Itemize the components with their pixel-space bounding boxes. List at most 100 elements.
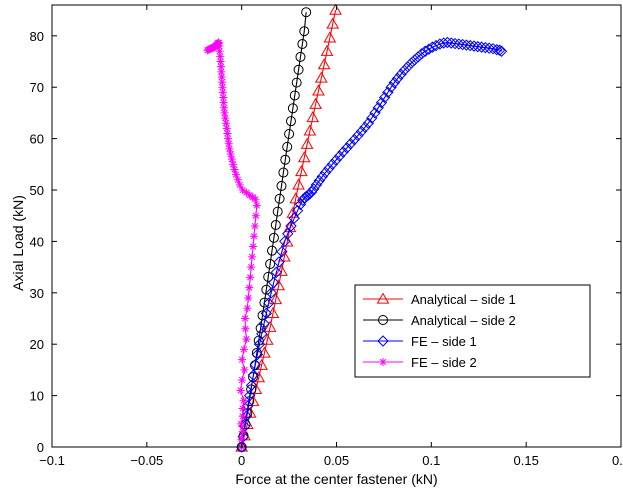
data-point bbox=[238, 376, 247, 385]
data-point bbox=[238, 427, 247, 436]
data-point bbox=[222, 124, 231, 133]
data-point bbox=[344, 138, 357, 150]
data-point bbox=[270, 219, 281, 230]
legend-item: Analytical – side 1 bbox=[363, 292, 516, 307]
data-point bbox=[242, 400, 254, 412]
data-point bbox=[233, 175, 242, 184]
data-point bbox=[216, 57, 225, 66]
data-point bbox=[303, 124, 317, 136]
data-point bbox=[441, 36, 454, 49]
data-point bbox=[460, 39, 473, 51]
data-point bbox=[372, 102, 384, 114]
data-point bbox=[248, 252, 257, 261]
data-point bbox=[419, 45, 431, 57]
data-point bbox=[205, 45, 214, 54]
data-point bbox=[249, 242, 258, 251]
x-tick-label: 0.1 bbox=[422, 453, 440, 468]
data-point bbox=[273, 256, 285, 268]
legend-marker bbox=[378, 315, 388, 325]
data-point bbox=[241, 314, 250, 323]
data-point bbox=[235, 441, 248, 453]
y-tick-label: 70 bbox=[30, 80, 44, 95]
data-point bbox=[291, 77, 302, 88]
data-point bbox=[408, 54, 421, 66]
data-point bbox=[299, 26, 310, 37]
data-point bbox=[313, 175, 325, 187]
x-tick-label: 0 bbox=[238, 453, 245, 468]
data-point bbox=[246, 273, 255, 282]
legend-item: FE – side 2 bbox=[363, 355, 477, 370]
data-point bbox=[348, 133, 361, 146]
data-point bbox=[295, 165, 308, 177]
series-layer bbox=[203, 3, 508, 453]
data-point bbox=[415, 48, 428, 60]
data-point bbox=[300, 137, 314, 149]
data-point bbox=[388, 76, 401, 89]
data-point bbox=[255, 323, 266, 334]
data-point bbox=[220, 103, 229, 112]
data-point bbox=[217, 67, 226, 76]
data-point bbox=[286, 206, 300, 218]
data-point bbox=[297, 151, 311, 163]
x-tick-label: −0.1 bbox=[39, 453, 65, 468]
data-point bbox=[337, 146, 349, 158]
data-point bbox=[326, 17, 340, 29]
data-point bbox=[236, 386, 245, 395]
data-point bbox=[244, 293, 253, 302]
data-point bbox=[267, 245, 278, 256]
data-point bbox=[483, 42, 495, 54]
y-tick-label: 0 bbox=[37, 440, 44, 455]
data-point bbox=[245, 379, 258, 392]
data-point bbox=[239, 345, 248, 354]
data-point bbox=[235, 180, 244, 189]
data-point bbox=[398, 64, 411, 76]
data-point bbox=[215, 47, 224, 56]
data-point bbox=[445, 37, 457, 49]
x-tick-label: 0.05 bbox=[324, 453, 349, 468]
data-point bbox=[453, 38, 465, 50]
data-point bbox=[330, 154, 342, 166]
data-point bbox=[231, 170, 240, 179]
y-tick-label: 60 bbox=[30, 132, 44, 147]
data-point bbox=[263, 320, 277, 332]
data-point bbox=[284, 129, 295, 140]
data-point bbox=[239, 396, 248, 405]
y-tick-label: 10 bbox=[30, 389, 44, 404]
data-point bbox=[316, 170, 328, 183]
data-point bbox=[289, 192, 303, 204]
data-point bbox=[223, 129, 232, 138]
data-point bbox=[238, 355, 247, 364]
data-point bbox=[287, 103, 298, 114]
data-point bbox=[237, 431, 249, 443]
data-point bbox=[292, 178, 305, 190]
axis-ticks: −0.1 −0.05 0 0.05 0.1 0.15 0.2 0 10 20 30 40 50 60 70 8… bbox=[30, 5, 623, 468]
data-point bbox=[256, 328, 268, 340]
data-point bbox=[237, 435, 246, 444]
data-point bbox=[260, 307, 273, 320]
data-point bbox=[472, 40, 484, 53]
data-point bbox=[263, 271, 274, 282]
data-point bbox=[493, 44, 506, 56]
data-point bbox=[218, 78, 227, 87]
data-point bbox=[225, 144, 234, 153]
data-point bbox=[247, 369, 260, 381]
x-tick-label: 0.15 bbox=[514, 453, 539, 468]
legend-item: FE – side 1 bbox=[363, 334, 477, 349]
data-point bbox=[305, 186, 318, 198]
data-point bbox=[369, 107, 381, 119]
data-point bbox=[279, 235, 291, 248]
data-point bbox=[251, 348, 264, 361]
data-point bbox=[218, 88, 227, 97]
data-point bbox=[326, 158, 339, 171]
series-line bbox=[241, 10, 337, 448]
data-point bbox=[216, 52, 225, 61]
plot-border bbox=[51, 4, 622, 448]
data-point bbox=[280, 154, 291, 165]
data-point bbox=[253, 338, 266, 350]
data-point bbox=[227, 155, 236, 164]
series-2 bbox=[236, 7, 312, 452]
data-point bbox=[323, 162, 335, 175]
data-point bbox=[385, 81, 397, 93]
data-point bbox=[295, 51, 306, 62]
data-point bbox=[278, 167, 289, 178]
